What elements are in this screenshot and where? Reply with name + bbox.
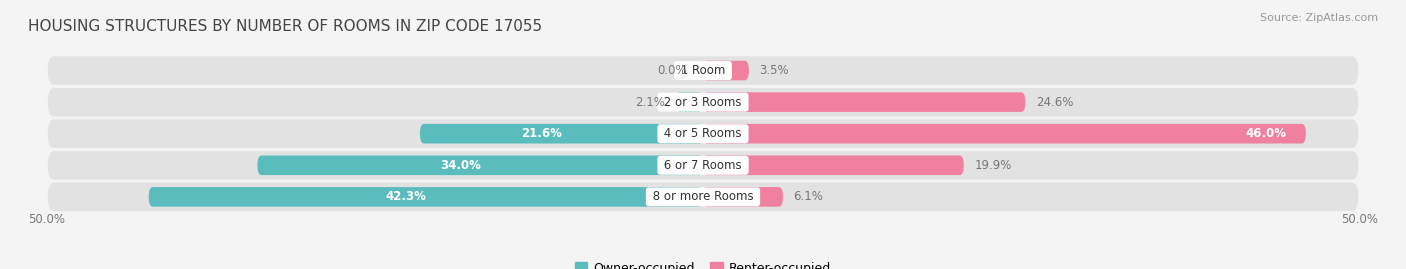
Text: 6.1%: 6.1% [793,190,824,203]
Text: 8 or more Rooms: 8 or more Rooms [648,190,758,203]
Text: 34.0%: 34.0% [440,159,481,172]
FancyBboxPatch shape [257,155,703,175]
Text: 6 or 7 Rooms: 6 or 7 Rooms [661,159,745,172]
FancyBboxPatch shape [703,61,749,80]
Text: 24.6%: 24.6% [1036,95,1073,109]
FancyBboxPatch shape [48,119,1358,148]
Text: Source: ZipAtlas.com: Source: ZipAtlas.com [1260,13,1378,23]
FancyBboxPatch shape [48,88,1358,116]
Text: 1 Room: 1 Room [676,64,730,77]
FancyBboxPatch shape [48,56,1358,85]
FancyBboxPatch shape [703,155,963,175]
FancyBboxPatch shape [149,187,703,207]
FancyBboxPatch shape [703,187,783,207]
Text: 42.3%: 42.3% [385,190,426,203]
Legend: Owner-occupied, Renter-occupied: Owner-occupied, Renter-occupied [575,261,831,269]
FancyBboxPatch shape [420,124,703,143]
Text: HOUSING STRUCTURES BY NUMBER OF ROOMS IN ZIP CODE 17055: HOUSING STRUCTURES BY NUMBER OF ROOMS IN… [28,19,543,34]
FancyBboxPatch shape [48,183,1358,211]
FancyBboxPatch shape [48,151,1358,179]
Text: 50.0%: 50.0% [1341,213,1378,225]
Text: 2.1%: 2.1% [636,95,665,109]
Text: 2 or 3 Rooms: 2 or 3 Rooms [661,95,745,109]
Text: 0.0%: 0.0% [658,64,688,77]
Text: 21.6%: 21.6% [522,127,562,140]
Text: 46.0%: 46.0% [1246,127,1286,140]
FancyBboxPatch shape [703,92,1025,112]
Text: 19.9%: 19.9% [974,159,1012,172]
Text: 4 or 5 Rooms: 4 or 5 Rooms [661,127,745,140]
Text: 3.5%: 3.5% [759,64,789,77]
FancyBboxPatch shape [703,124,1306,143]
FancyBboxPatch shape [675,92,703,112]
Text: 50.0%: 50.0% [28,213,65,225]
